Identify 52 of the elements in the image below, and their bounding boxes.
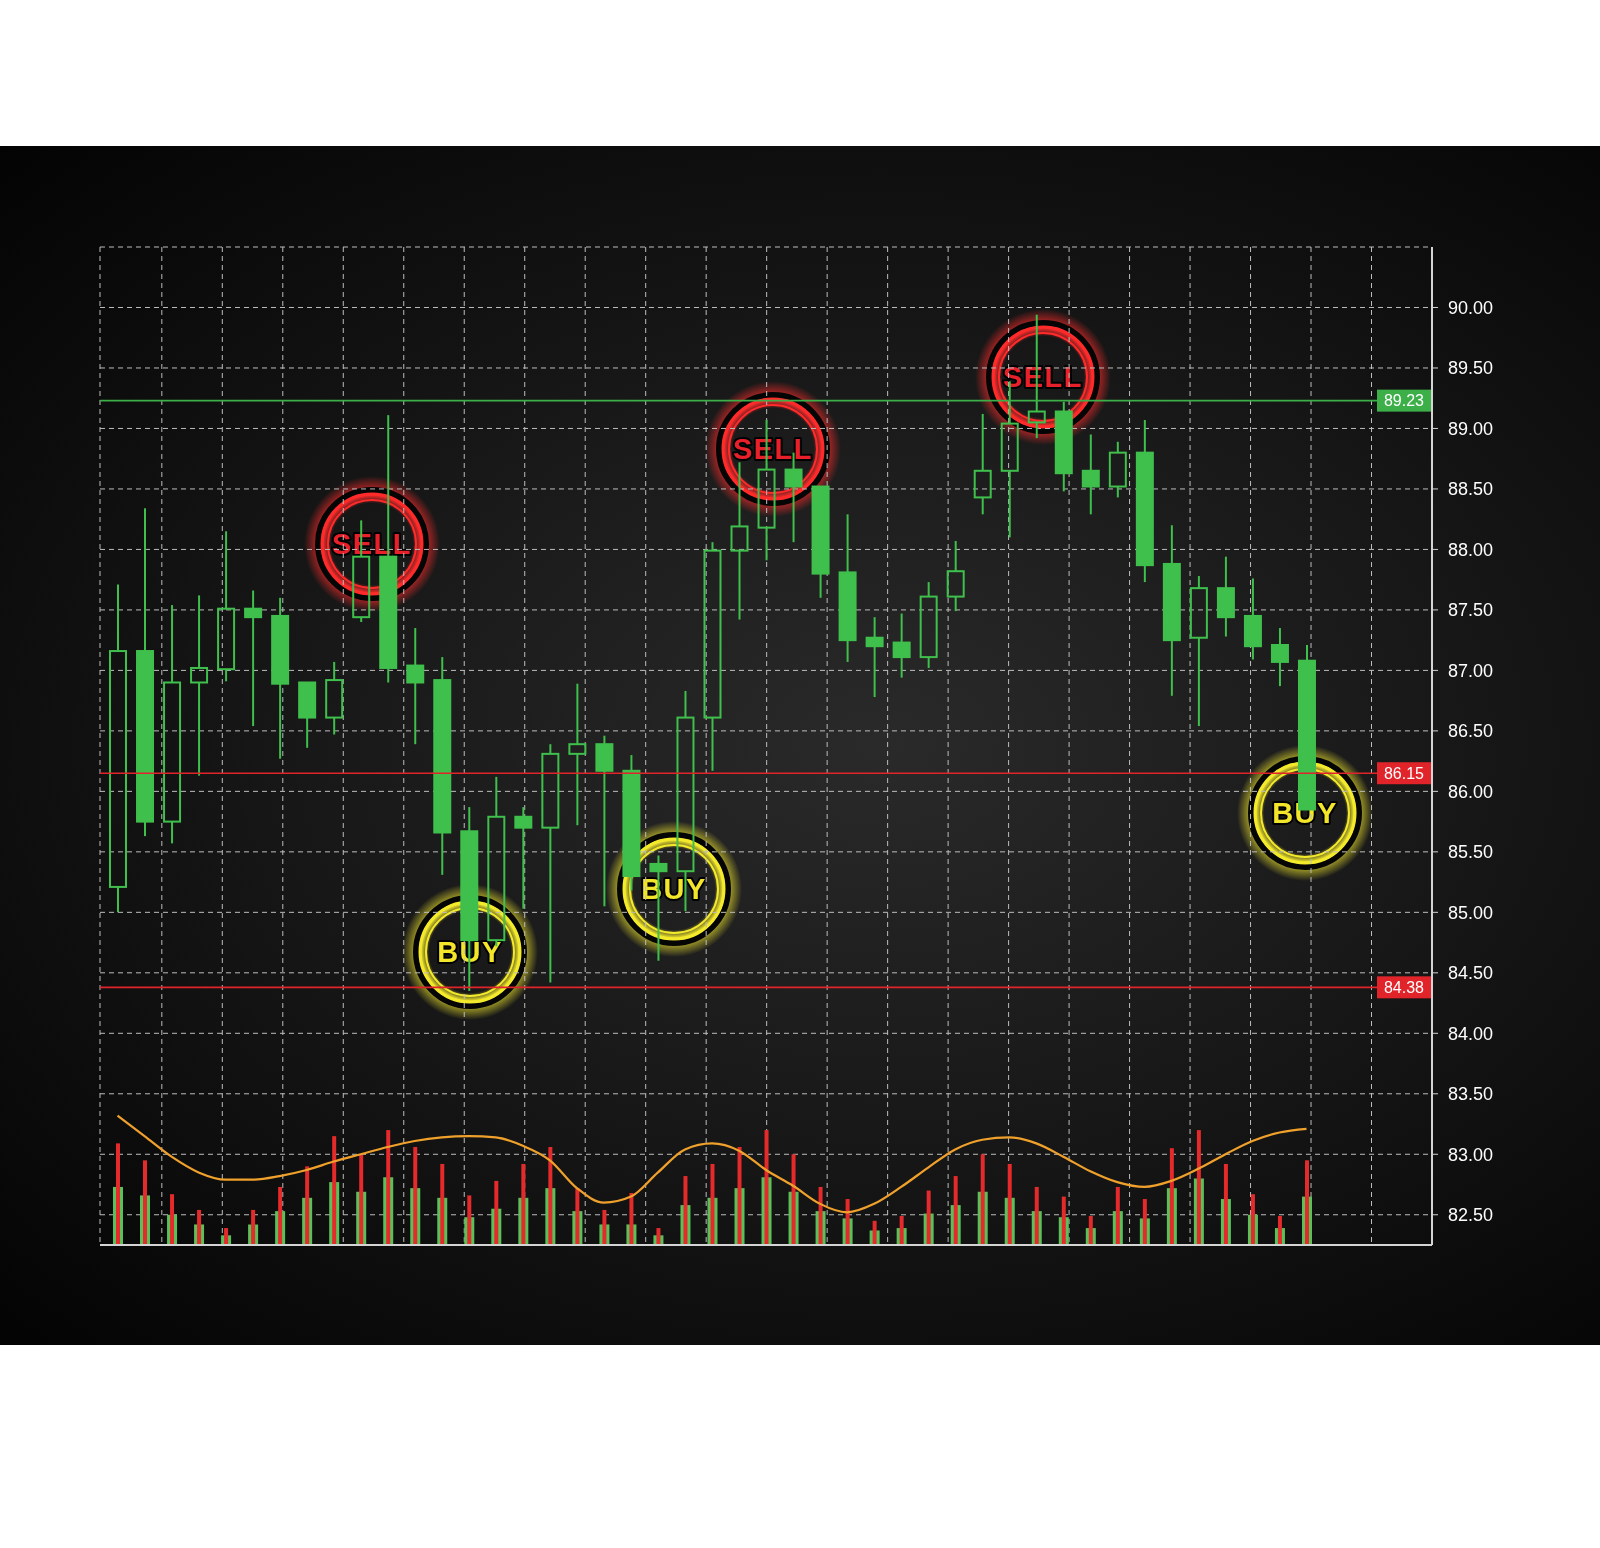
line-series: [116, 1114, 1308, 1214]
candlestick: [541, 743, 560, 984]
candlestick: [568, 682, 587, 827]
candlestick: [190, 594, 209, 777]
y-tick-label: 89.50: [1448, 358, 1494, 379]
candlestick: [325, 660, 344, 736]
candlestick: [298, 681, 317, 749]
y-tick-label: 88.00: [1448, 539, 1494, 560]
candlestick: [730, 461, 749, 621]
y-tick-label: 85.50: [1448, 842, 1494, 863]
candlestick: [136, 507, 155, 838]
y-tick-label: 83.00: [1448, 1144, 1494, 1165]
candlestick: [271, 596, 290, 760]
y-tick-label: 90.00: [1448, 297, 1494, 318]
candlestick: [109, 583, 127, 914]
candlestick: [1135, 418, 1154, 584]
y-tick-label: 86.00: [1448, 781, 1494, 802]
candlestick: [1216, 555, 1235, 638]
candlestick: [919, 581, 938, 669]
ref-line-label: 84.38: [1383, 978, 1425, 996]
y-tick-label: 83.50: [1448, 1084, 1494, 1105]
candlestick: [1189, 575, 1208, 728]
candlestick: [703, 541, 722, 772]
candlestick: [514, 806, 533, 910]
y-tick-label: 87.50: [1448, 600, 1494, 621]
y-tick-label: 85.00: [1448, 902, 1494, 923]
ref-line-label: 86.15: [1383, 764, 1425, 782]
ref-line-label: 89.23: [1383, 392, 1425, 410]
candlestick: [622, 754, 641, 892]
candlestick: [946, 539, 965, 613]
y-tick-label: 89.00: [1448, 418, 1494, 439]
candlestick: [838, 513, 857, 663]
candlestick: [406, 627, 425, 746]
candlestick: [1270, 627, 1289, 688]
candlestick: [1054, 400, 1073, 493]
candlestick: [433, 656, 452, 876]
candlestick: [1162, 524, 1181, 697]
candlestick: [811, 485, 830, 599]
candlestick: [892, 612, 911, 679]
candlestick: [973, 412, 992, 516]
candlestick: [217, 530, 236, 683]
y-tick-label: 82.50: [1448, 1205, 1494, 1226]
y-tick-label: 88.50: [1448, 479, 1494, 500]
y-tick-label: 84.50: [1448, 963, 1494, 984]
y-tick-label: 87.00: [1448, 660, 1494, 681]
y-tick-label: 84.00: [1448, 1023, 1494, 1044]
candlestick: [865, 616, 884, 699]
candlestick: [1081, 433, 1100, 516]
candlestick: [244, 589, 263, 728]
y-tick-label: 86.50: [1448, 721, 1494, 742]
candlestick: [1243, 577, 1262, 661]
candlestick: [163, 604, 182, 845]
